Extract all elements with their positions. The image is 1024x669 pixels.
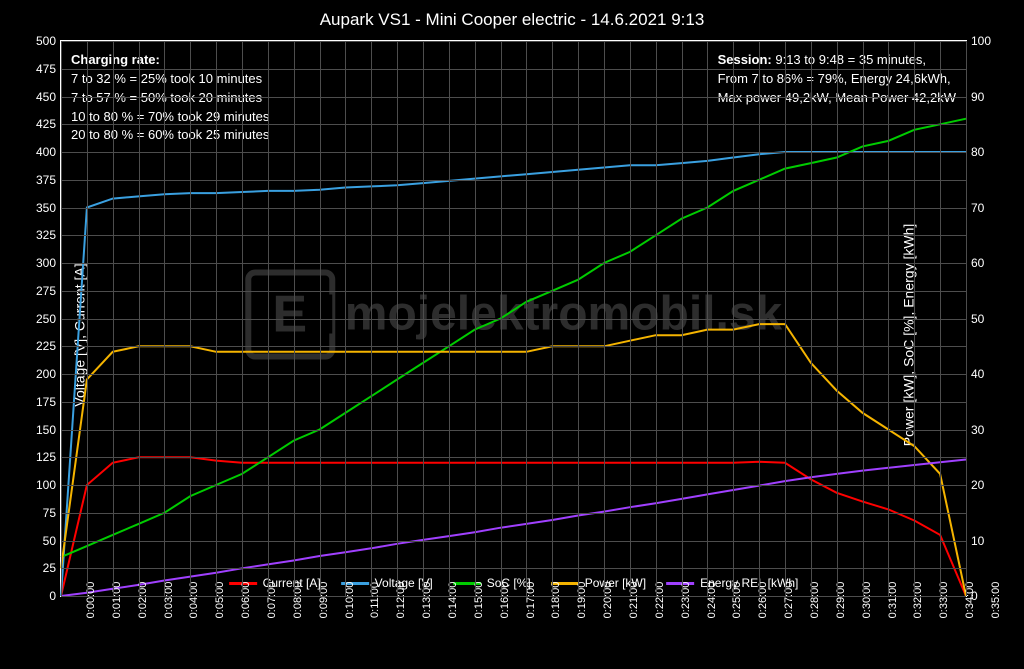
- y-tick-left: 225: [36, 339, 56, 353]
- y-tick-right: 80: [971, 145, 984, 159]
- rate-line: 20 to 80 % = 60% took 25 minutes: [71, 126, 269, 145]
- y-tick-right: 70: [971, 201, 984, 215]
- y-tick-right: 10: [971, 534, 984, 548]
- plot-area: E mojelektromobil.sk Charging rate: 7 to…: [60, 40, 967, 597]
- y-tick-left: 300: [36, 256, 56, 270]
- rate-line: 7 to 32 % = 25% took 10 minutes: [71, 70, 269, 89]
- y-tick-right: 90: [971, 90, 984, 104]
- y-tick-right: 60: [971, 256, 984, 270]
- session-heading-rest: 9:13 to 9:48 = 35 minutes,: [772, 52, 926, 67]
- y-tick-right: 100: [971, 34, 991, 48]
- y-tick-left: 350: [36, 201, 56, 215]
- y-tick-left: 425: [36, 117, 56, 131]
- y-tick-left: 175: [36, 395, 56, 409]
- y-tick-left: 25: [43, 561, 56, 575]
- y-tick-left: 200: [36, 367, 56, 381]
- x-tick: 0:35:00: [966, 582, 1002, 619]
- y-tick-left: 100: [36, 478, 56, 492]
- y-tick-left: 450: [36, 90, 56, 104]
- y-tick-left: 500: [36, 34, 56, 48]
- y-tick-left: 0: [49, 589, 56, 603]
- y-tick-right: 40: [971, 367, 984, 381]
- y-tick-left: 475: [36, 62, 56, 76]
- y-tick-left: 125: [36, 450, 56, 464]
- rate-line: 7 to 57 % = 50% took 20 minutes: [71, 89, 269, 108]
- session-heading: Session:: [718, 52, 772, 67]
- y-tick-right: 20: [971, 478, 984, 492]
- y-tick-left: 275: [36, 284, 56, 298]
- y-tick-left: 150: [36, 423, 56, 437]
- charging-rate-heading: Charging rate:: [71, 52, 160, 67]
- y-tick-right: 50: [971, 312, 984, 326]
- y-tick-left: 250: [36, 312, 56, 326]
- y-tick-left: 375: [36, 173, 56, 187]
- chart-title: Aupark VS1 - Mini Cooper electric - 14.6…: [0, 0, 1024, 30]
- y-tick-left: 75: [43, 506, 56, 520]
- charging-rate-box: Charging rate: 7 to 32 % = 25% took 10 m…: [71, 51, 269, 145]
- y-tick-right: 30: [971, 423, 984, 437]
- y-tick-left: 50: [43, 534, 56, 548]
- y-tick-left: 400: [36, 145, 56, 159]
- y-tick-left: 325: [36, 228, 56, 242]
